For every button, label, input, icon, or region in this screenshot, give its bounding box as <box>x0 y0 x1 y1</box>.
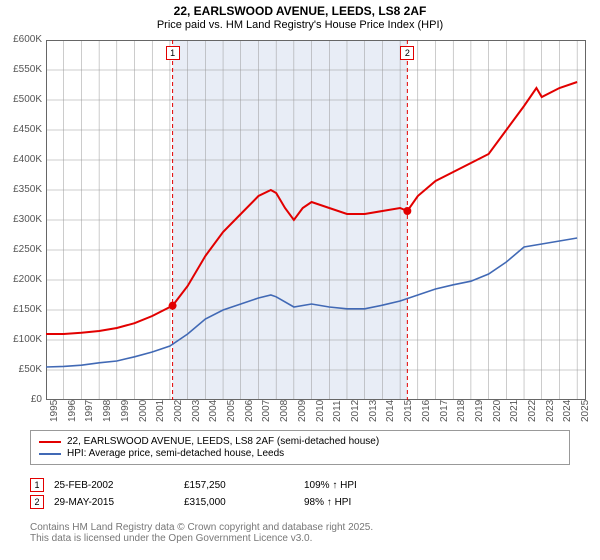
y-tick-label: £500K <box>2 94 42 105</box>
x-tick-label: 2002 <box>173 400 184 422</box>
y-tick-label: £50K <box>2 364 42 375</box>
y-tick-label: £350K <box>2 184 42 195</box>
x-tick-label: 1997 <box>84 400 95 422</box>
y-tick-label: £150K <box>2 304 42 315</box>
x-tick-label: 2006 <box>244 400 255 422</box>
sale-row: 2 29-MAY-2015 £315,000 98% ↑ HPI <box>30 495 570 509</box>
title-line2: Price paid vs. HM Land Registry's House … <box>0 19 600 31</box>
attribution-line2: This data is licensed under the Open Gov… <box>30 533 373 544</box>
x-tick-label: 2017 <box>439 400 450 422</box>
x-tick-label: 1999 <box>120 400 131 422</box>
x-tick-label: 2019 <box>474 400 485 422</box>
x-tick-label: 1998 <box>102 400 113 422</box>
x-tick-label: 2013 <box>368 400 379 422</box>
x-tick-label: 2008 <box>279 400 290 422</box>
x-tick-label: 2018 <box>456 400 467 422</box>
sale-price: £315,000 <box>184 497 304 508</box>
x-tick-label: 2025 <box>580 400 591 422</box>
chart-svg <box>46 40 586 400</box>
x-tick-label: 2023 <box>545 400 556 422</box>
marker-number-box: 1 <box>30 478 44 492</box>
chart-container: 22, EARLSWOOD AVENUE, LEEDS, LS8 2AF Pri… <box>0 0 600 560</box>
sale-details: 1 25-FEB-2002 £157,250 109% ↑ HPI 2 29-M… <box>30 475 570 512</box>
sale-pct: 98% ↑ HPI <box>304 497 444 508</box>
x-tick-label: 2011 <box>332 400 343 422</box>
attribution-line1: Contains HM Land Registry data © Crown c… <box>30 522 373 533</box>
x-tick-label: 2003 <box>191 400 202 422</box>
y-tick-label: £450K <box>2 124 42 135</box>
x-tick-label: 2005 <box>226 400 237 422</box>
x-tick-label: 2009 <box>297 400 308 422</box>
legend-label: HPI: Average price, semi-detached house,… <box>67 448 284 459</box>
x-tick-label: 2022 <box>527 400 538 422</box>
x-tick-label: 2001 <box>155 400 166 422</box>
x-tick-label: 2000 <box>138 400 149 422</box>
y-tick-label: £550K <box>2 64 42 75</box>
sale-pct: 109% ↑ HPI <box>304 480 444 491</box>
y-tick-label: £300K <box>2 214 42 225</box>
legend-swatch <box>39 453 61 455</box>
x-tick-label: 2007 <box>261 400 272 422</box>
y-tick-label: £600K <box>2 34 42 45</box>
legend-swatch <box>39 441 61 443</box>
x-tick-label: 2021 <box>509 400 520 422</box>
marker-number-box: 2 <box>30 495 44 509</box>
x-tick-label: 1995 <box>49 400 60 422</box>
y-tick-label: £250K <box>2 244 42 255</box>
title-line1: 22, EARLSWOOD AVENUE, LEEDS, LS8 2AF <box>0 4 600 18</box>
chart-marker-label: 2 <box>400 46 414 60</box>
legend-label: 22, EARLSWOOD AVENUE, LEEDS, LS8 2AF (se… <box>67 436 379 447</box>
legend: 22, EARLSWOOD AVENUE, LEEDS, LS8 2AF (se… <box>30 430 570 465</box>
plot-area <box>46 40 586 400</box>
sale-date: 29-MAY-2015 <box>54 497 184 508</box>
x-tick-label: 1996 <box>67 400 78 422</box>
y-tick-label: £200K <box>2 274 42 285</box>
x-tick-label: 2020 <box>492 400 503 422</box>
x-tick-label: 2024 <box>562 400 573 422</box>
x-tick-label: 2016 <box>421 400 432 422</box>
sale-price: £157,250 <box>184 480 304 491</box>
sale-row: 1 25-FEB-2002 £157,250 109% ↑ HPI <box>30 478 570 492</box>
x-tick-label: 2012 <box>350 400 361 422</box>
x-tick-label: 2004 <box>208 400 219 422</box>
attribution: Contains HM Land Registry data © Crown c… <box>30 522 373 544</box>
x-tick-label: 2014 <box>385 400 396 422</box>
x-tick-label: 2010 <box>315 400 326 422</box>
x-tick-label: 2015 <box>403 400 414 422</box>
title-area: 22, EARLSWOOD AVENUE, LEEDS, LS8 2AF Pri… <box>0 0 600 33</box>
chart-marker-label: 1 <box>166 46 180 60</box>
x-axis-labels: 1995 1996 1997 1998 1999 2000 2001 2002 2003 2004… <box>46 400 586 425</box>
legend-item: 22, EARLSWOOD AVENUE, LEEDS, LS8 2AF (se… <box>39 436 561 447</box>
y-tick-label: £400K <box>2 154 42 165</box>
legend-item: HPI: Average price, semi-detached house,… <box>39 448 561 459</box>
sale-date: 25-FEB-2002 <box>54 480 184 491</box>
y-tick-label: £100K <box>2 334 42 345</box>
y-tick-label: £0 <box>2 394 42 405</box>
